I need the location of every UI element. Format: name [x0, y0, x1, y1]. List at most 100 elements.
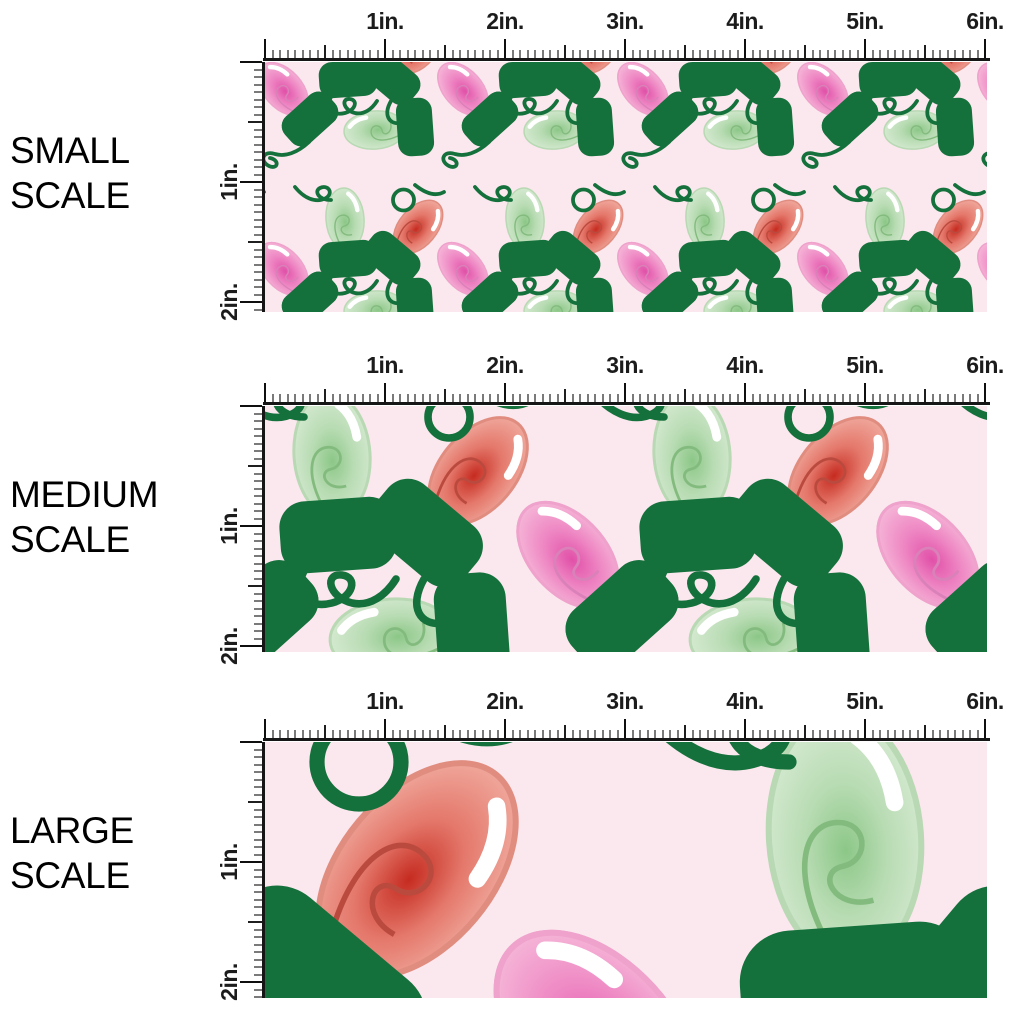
top-ruler-tick	[646, 730, 649, 738]
scale-label-line1: SMALL	[10, 130, 130, 171]
top-ruler-tick	[946, 730, 949, 738]
top-ruler-tick	[976, 730, 979, 738]
side-ruler-tick	[254, 540, 262, 542]
side-ruler-tick	[240, 741, 262, 743]
top-ruler-tick	[444, 725, 446, 738]
top-ruler-tick	[301, 50, 304, 58]
side-ruler-tick	[254, 487, 262, 490]
top-ruler-tick	[511, 50, 514, 58]
top-ruler-tick	[924, 725, 926, 738]
top-ruler-tick	[781, 730, 784, 738]
top-ruler-tick	[699, 50, 701, 58]
side-ruler-tick	[254, 577, 262, 580]
top-ruler-tick	[459, 730, 461, 738]
top-ruler-tick	[766, 50, 769, 58]
top-ruler-tick	[361, 50, 364, 58]
top-ruler-label: 1in.	[366, 8, 404, 34]
side-ruler-tick	[254, 562, 262, 565]
top-ruler-tick	[699, 730, 701, 738]
top-ruler-tick	[624, 39, 626, 58]
top-ruler-tick	[556, 730, 559, 738]
side-ruler-tick	[254, 435, 262, 437]
top-ruler-tick	[316, 50, 319, 58]
side-ruler-tick	[254, 151, 262, 153]
side-ruler-tick	[254, 771, 262, 773]
side-ruler-tick	[254, 263, 262, 266]
side-ruler-tick	[240, 981, 262, 983]
side-ruler-tick	[254, 756, 262, 758]
top-ruler-tick	[811, 50, 814, 58]
top-ruler-tick	[496, 50, 499, 58]
top-ruler-tick	[804, 389, 806, 402]
top-ruler-line	[263, 402, 990, 405]
top-ruler-tick	[826, 730, 829, 738]
top-ruler-tick	[669, 394, 671, 402]
top-ruler-tick	[481, 394, 484, 402]
side-ruler-tick	[254, 248, 262, 251]
scale-label-line1: LARGE	[10, 810, 134, 851]
top-ruler-label: 3in.	[606, 8, 644, 34]
top-ruler-tick	[751, 394, 754, 402]
side-ruler-tick	[254, 868, 262, 871]
top-ruler-tick	[279, 50, 281, 58]
top-ruler-tick	[781, 50, 784, 58]
top-ruler-tick	[894, 730, 896, 738]
top-ruler-tick	[339, 394, 341, 402]
top-ruler-tick	[909, 50, 911, 58]
top-ruler-tick	[264, 383, 266, 402]
top-ruler-tick	[451, 730, 454, 738]
top-ruler-tick	[789, 50, 791, 58]
side-ruler-line	[262, 62, 265, 312]
side-ruler-tick	[254, 592, 262, 595]
top-ruler-tick	[886, 730, 889, 738]
top-ruler-tick	[886, 50, 889, 58]
top-ruler-tick	[841, 394, 844, 402]
top-ruler-tick	[361, 730, 364, 738]
top-ruler-tick	[301, 730, 304, 738]
top-ruler-tick	[969, 50, 971, 58]
top-ruler-tick	[901, 394, 904, 402]
top-ruler-tick	[549, 50, 551, 58]
top-ruler-tick	[736, 394, 739, 402]
side-ruler-tick	[254, 607, 262, 610]
top-ruler-tick	[774, 50, 776, 58]
side-ruler-tick	[254, 128, 262, 131]
top-ruler-label: 5in.	[846, 352, 884, 378]
side-ruler-tick	[254, 158, 262, 161]
side-ruler-tick	[254, 502, 262, 505]
top-ruler-tick	[781, 394, 784, 402]
top-ruler-tick	[309, 50, 311, 58]
top-ruler-tick	[286, 50, 289, 58]
top-ruler-label: 1in.	[366, 352, 404, 378]
top-ruler-tick	[819, 50, 821, 58]
top-ruler-tick	[849, 50, 851, 58]
top-ruler-tick	[286, 394, 289, 402]
top-ruler-tick	[406, 394, 409, 402]
top-ruler-tick	[939, 394, 941, 402]
top-ruler-tick	[339, 50, 341, 58]
top-ruler-tick	[916, 50, 919, 58]
top-ruler-tick	[931, 730, 934, 738]
top-ruler-tick	[579, 730, 581, 738]
side-ruler-tick	[254, 278, 262, 281]
top-ruler-label: 1in.	[366, 688, 404, 714]
top-ruler-tick	[804, 725, 806, 738]
top-ruler-tick	[361, 394, 364, 402]
top-ruler-tick	[909, 730, 911, 738]
top-ruler-tick	[414, 50, 416, 58]
top-ruler-tick	[744, 719, 746, 738]
side-ruler-tick	[254, 838, 262, 841]
top-ruler-tick	[871, 730, 874, 738]
side-ruler-tick	[254, 816, 262, 818]
top-ruler-tick	[751, 50, 754, 58]
side-ruler-tick	[240, 61, 262, 63]
top-ruler-tick	[316, 730, 319, 738]
top-ruler-tick	[466, 50, 469, 58]
top-ruler-label: 5in.	[846, 688, 884, 714]
top-ruler-tick	[504, 383, 506, 402]
side-ruler-line	[262, 742, 265, 998]
side-ruler-tick	[254, 913, 262, 916]
side-ruler-tick	[254, 457, 262, 460]
top-ruler-tick	[654, 730, 656, 738]
top-ruler-tick	[631, 394, 634, 402]
